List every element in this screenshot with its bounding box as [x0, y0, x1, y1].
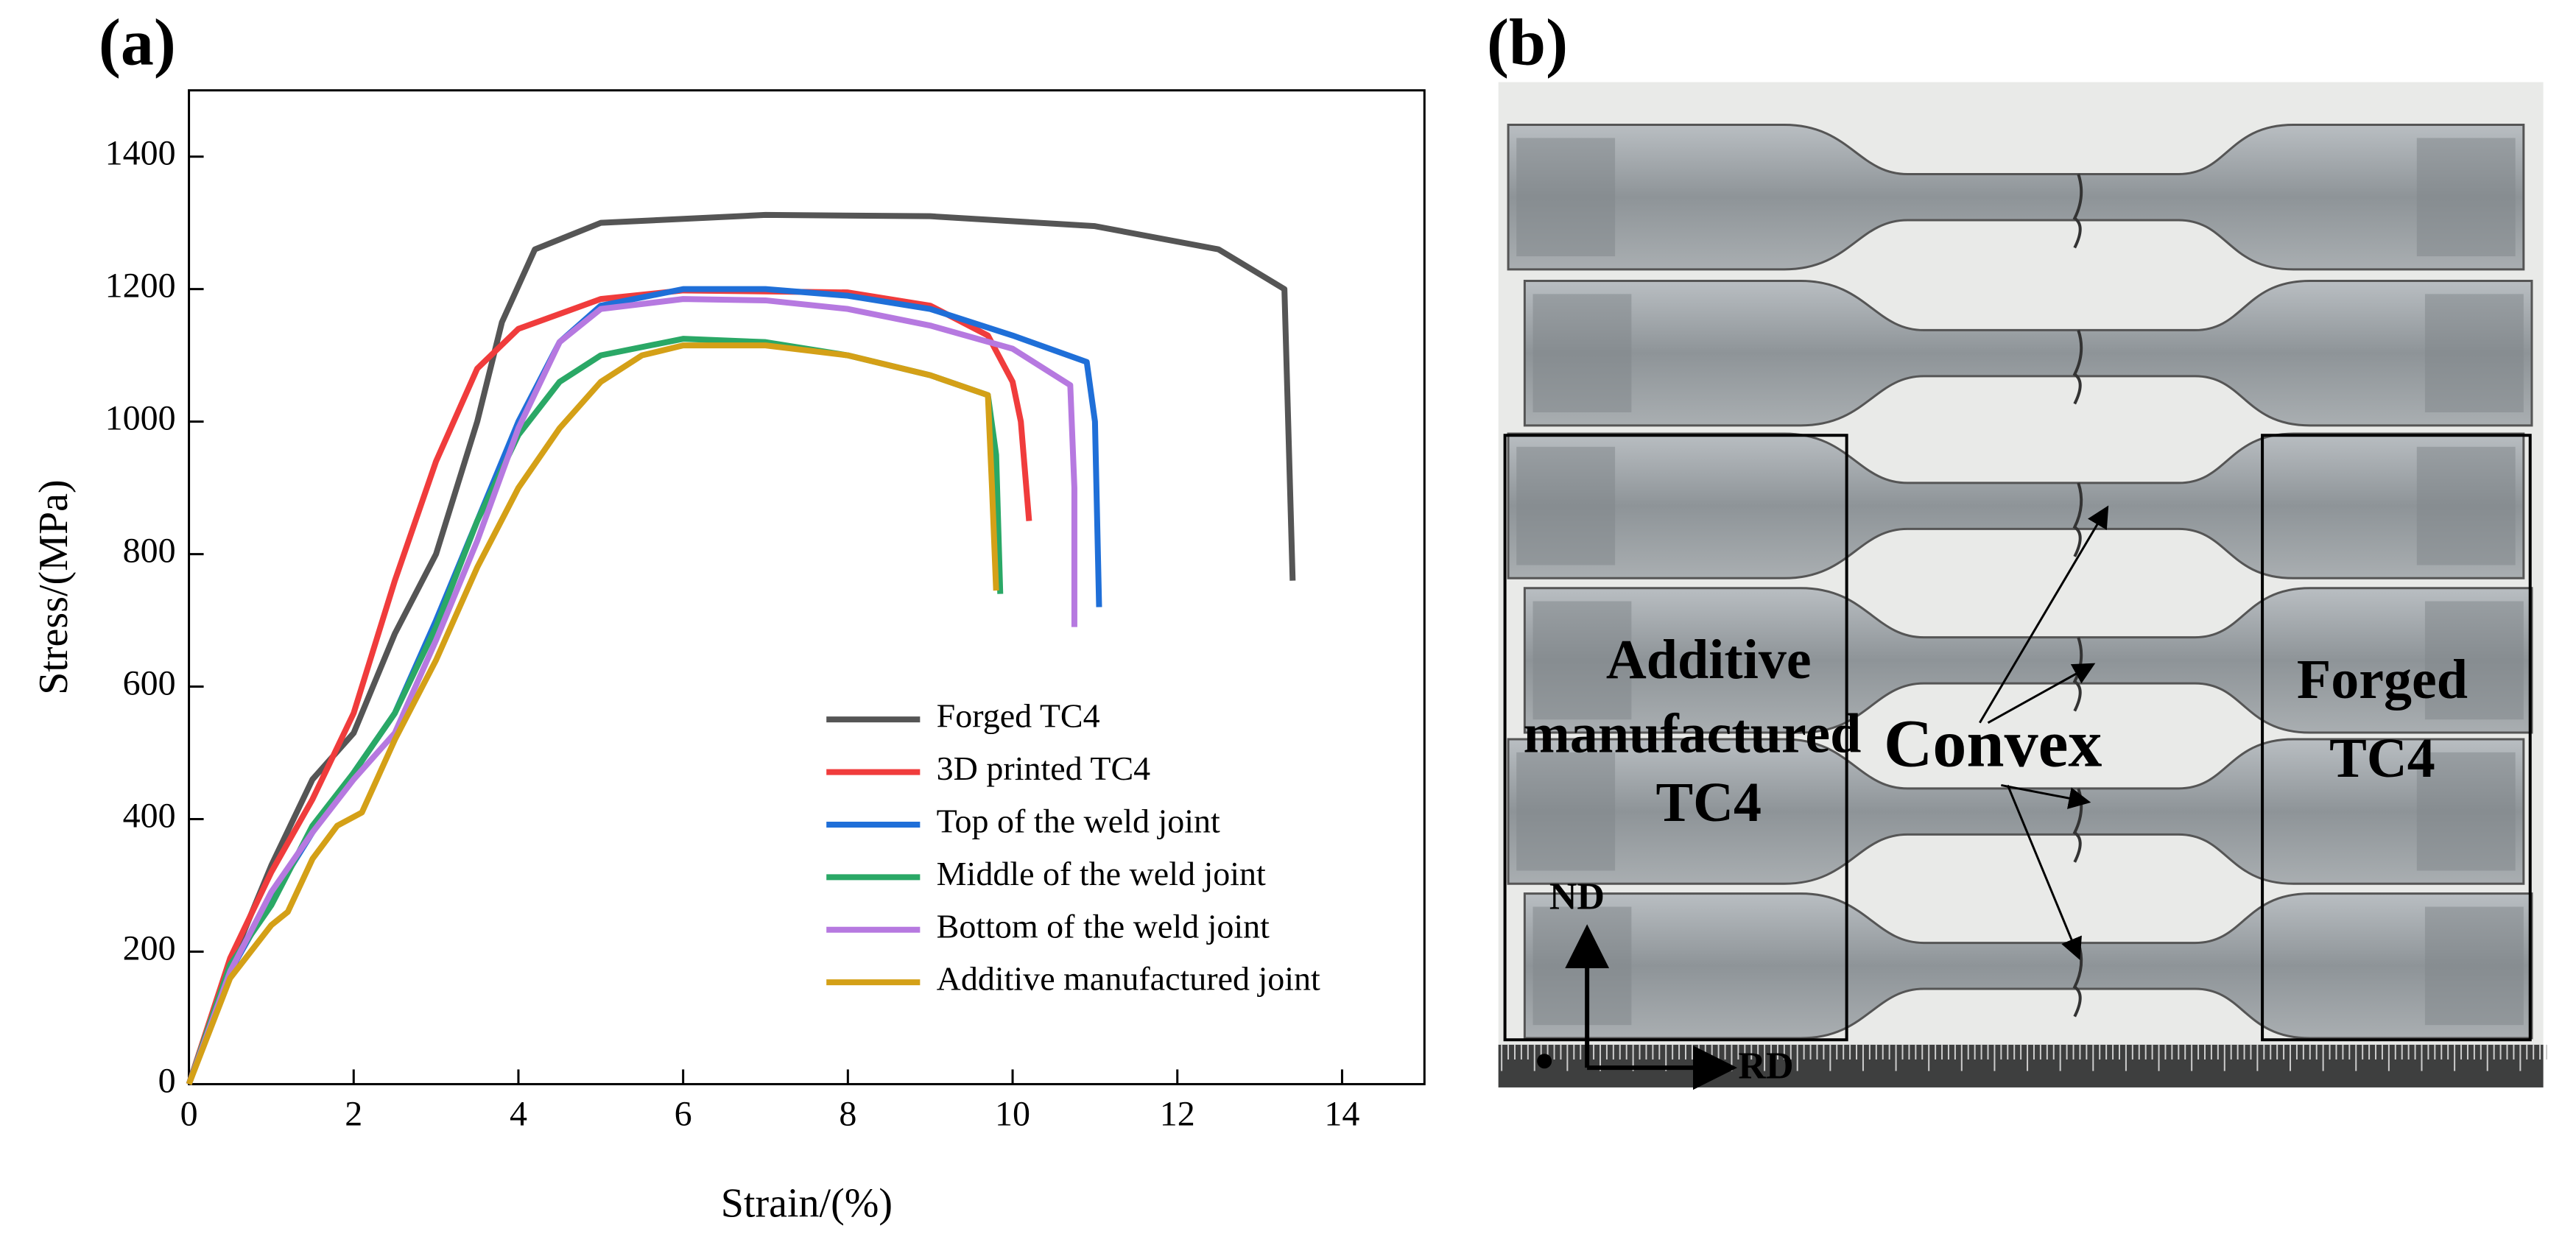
- legend-label: Bottom of the weld joint: [937, 907, 1270, 945]
- annotation: TC4: [2329, 727, 2435, 789]
- y-tick-label: 0: [158, 1061, 176, 1100]
- panel-label: (b): [1487, 7, 1568, 80]
- grip-texture: [2424, 906, 2524, 1026]
- specimen: [1523, 892, 2533, 1040]
- grip-texture: [1532, 906, 1632, 1026]
- x-tick-label: 2: [345, 1094, 362, 1133]
- x-tick-label: 10: [995, 1094, 1030, 1133]
- annotation: Additive: [1606, 629, 1812, 691]
- data-line: [186, 287, 1032, 1085]
- rd-label: RD: [1738, 1045, 1793, 1087]
- panel-b: (b) Additive manufactured TC4 Convex Forged TC…: [1487, 7, 2548, 1090]
- x-tick-label: 0: [180, 1094, 198, 1133]
- data-line: [186, 342, 999, 1085]
- grip-texture: [1516, 138, 1616, 257]
- x-axis-label: Strain/(%): [721, 1181, 893, 1227]
- grip-texture: [2424, 294, 2524, 412]
- specimen: [1507, 124, 2525, 271]
- specimen: [1523, 280, 2533, 427]
- fracture: [2072, 482, 2083, 557]
- grip-texture: [1516, 446, 1616, 565]
- panel-label: (a): [99, 7, 176, 80]
- grip-texture: [2424, 601, 2524, 720]
- fracture: [2072, 329, 2083, 405]
- grip-texture: [2416, 446, 2516, 565]
- grip-texture: [1532, 294, 1632, 412]
- legend-label: Additive manufactured joint: [937, 960, 1320, 998]
- pointer-arrow: [2001, 783, 2091, 809]
- x-tick-label: 14: [1324, 1094, 1359, 1133]
- annotation: TC4: [1655, 772, 1762, 833]
- legend-label: Top of the weld joint: [937, 803, 1220, 840]
- y-axis-label: Stress/(MPa): [31, 479, 77, 694]
- x-tick-label: 8: [839, 1094, 856, 1133]
- region-box: [1503, 434, 1848, 1042]
- pointer-arrow: [1987, 663, 2096, 724]
- specimen: [1507, 432, 2525, 579]
- legend-label: 3D printed TC4: [937, 750, 1150, 787]
- specimen: [1523, 587, 2533, 734]
- grip-texture: [2416, 138, 2516, 257]
- y-tick-label: 1400: [105, 134, 176, 173]
- specimen: [1507, 738, 2525, 885]
- data-line: [186, 296, 1077, 1085]
- origin-dot: [1537, 1054, 1552, 1069]
- fracture: [2072, 173, 2083, 249]
- x-tick-label: 4: [510, 1094, 527, 1133]
- nd-label: ND: [1549, 876, 1605, 918]
- y-tick-label: 1200: [105, 267, 176, 306]
- plot-frame: [188, 89, 1426, 1085]
- panel-a: (a) 0 2 4 6 8 10 12 14 0 200 400 600 800 1000 1200 1400 S…: [31, 7, 1426, 1227]
- pointer-arrow: [1979, 505, 2109, 724]
- grip-texture: [1516, 752, 1616, 871]
- region-box: [2261, 434, 2532, 1042]
- y-tick-label: 1000: [105, 399, 176, 438]
- legend-label: Middle of the weld joint: [937, 855, 1266, 892]
- grip-texture: [1532, 601, 1632, 720]
- data-line: [186, 336, 1004, 1085]
- y-tick-label: 400: [123, 797, 176, 836]
- annotation: Forged: [2297, 649, 2468, 711]
- x-tick-label: 12: [1160, 1094, 1195, 1133]
- legend-label: Forged TC4: [937, 697, 1100, 735]
- pointer-arrow: [2006, 784, 2082, 960]
- y-tick-label: 200: [123, 929, 176, 968]
- annotation: Convex: [1884, 706, 2102, 781]
- y-tick-label: 800: [123, 532, 176, 571]
- data-line: [186, 211, 1296, 1085]
- annotation: manufactured: [1524, 702, 1862, 764]
- x-tick-label: 6: [675, 1094, 692, 1133]
- grip-texture: [2416, 752, 2516, 871]
- y-tick-label: 600: [123, 664, 176, 703]
